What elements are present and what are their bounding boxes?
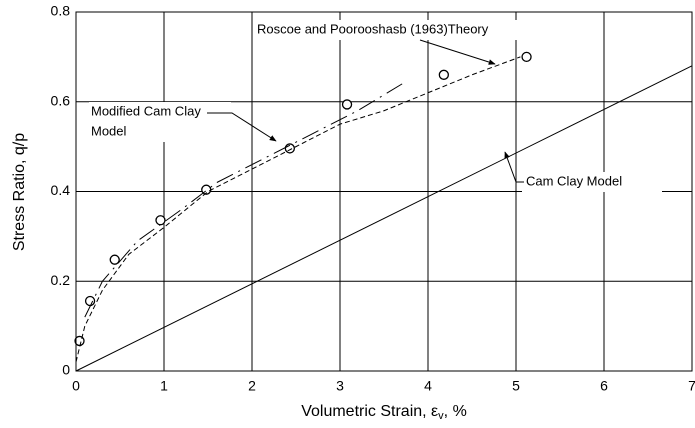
y-axis-label: Stress Ratio, q/p [11,133,28,251]
annotation: Roscoe and Poorooshasb (1963)Theory [257,21,489,36]
x-axis-label: Volumetric Strain, εv, % [301,403,467,422]
data-point [109,254,120,265]
label-bg [522,172,662,192]
arrow [504,151,524,183]
y-tick-label: 0.2 [51,272,71,288]
data-point [155,215,166,226]
annotation: Modified Cam Clay [91,103,201,118]
y-tick-label: 0.4 [51,182,71,198]
y-tick-label: 0.6 [51,92,71,108]
series-line [75,65,693,372]
x-tick-label: 1 [160,378,168,394]
y-tick-label: 0 [62,362,70,378]
data-point [521,51,532,63]
label-bg [255,20,567,40]
series-line [75,56,521,363]
x-tick-label: 3 [336,378,344,394]
annotation: Cam Clay Model [526,173,622,188]
data-point [438,69,449,80]
arrow [207,112,277,142]
data-point [341,99,353,110]
plot-frame [75,11,693,372]
x-label-sub: v [438,410,444,422]
label-bg [89,102,231,142]
y-tick-label: 0.8 [51,3,71,19]
x-tick-label: 5 [512,378,520,394]
x-tick-label: 7 [688,378,695,394]
x-label-part: , % [444,403,467,420]
x-label-part: Volumetric Strain, ε [301,403,438,420]
x-tick-label: 2 [248,378,256,394]
arrow [419,39,496,65]
annotation: Model [91,123,127,138]
x-tick-label: 4 [424,378,432,394]
x-tick-label: 0 [72,378,80,394]
x-tick-label: 6 [600,378,608,394]
series-line [84,81,407,318]
data-point [84,295,96,307]
